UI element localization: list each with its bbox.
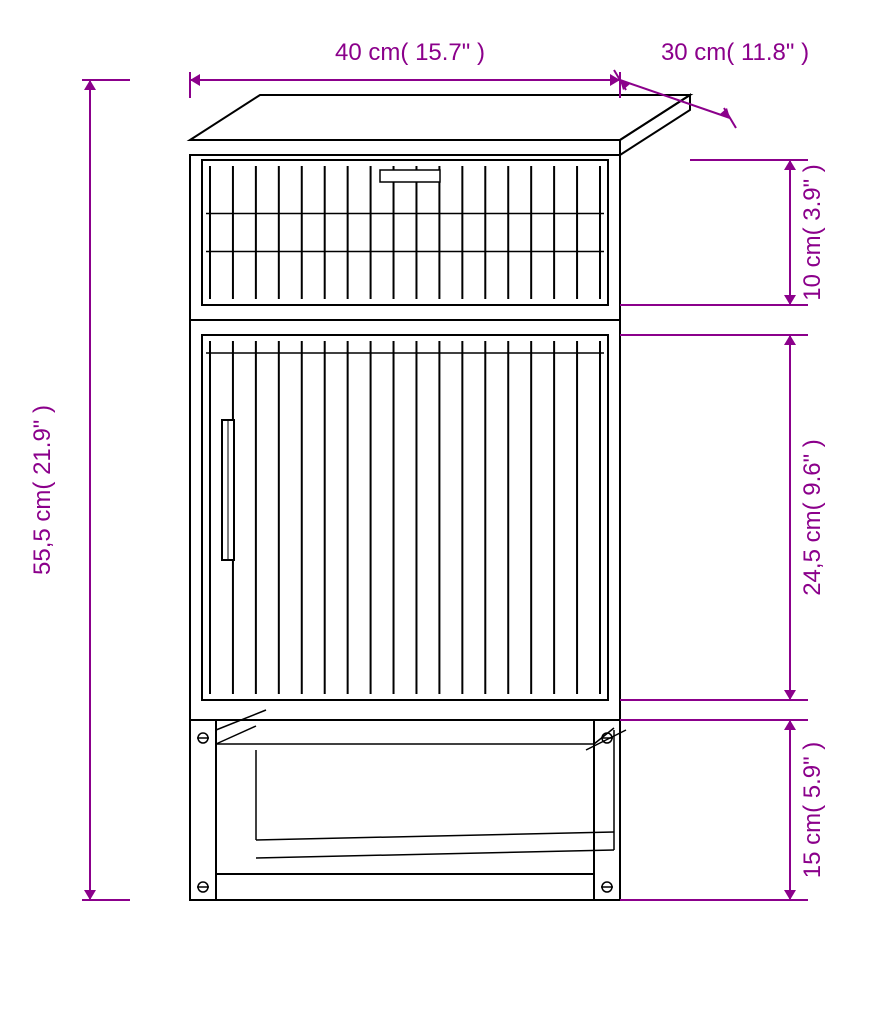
svg-text:10 cm( 3.9" ): 10 cm( 3.9" ) [799,164,826,301]
svg-text:40 cm( 15.7" ): 40 cm( 15.7" ) [335,39,485,66]
svg-text:24,5 cm( 9.6" ): 24,5 cm( 9.6" ) [799,439,826,596]
svg-text:15 cm( 5.9" ): 15 cm( 5.9" ) [799,742,826,879]
furniture-dimension-diagram: 40 cm( 15.7" ) 30 cm( 11.8" ) 55,5 cm( 21.… [0,0,877,1020]
svg-text:55,5 cm( 21.9" ): 55,5 cm( 21.9" ) [29,405,56,575]
svg-text:30 cm( 11.8" ): 30 cm( 11.8" ) [661,39,809,66]
